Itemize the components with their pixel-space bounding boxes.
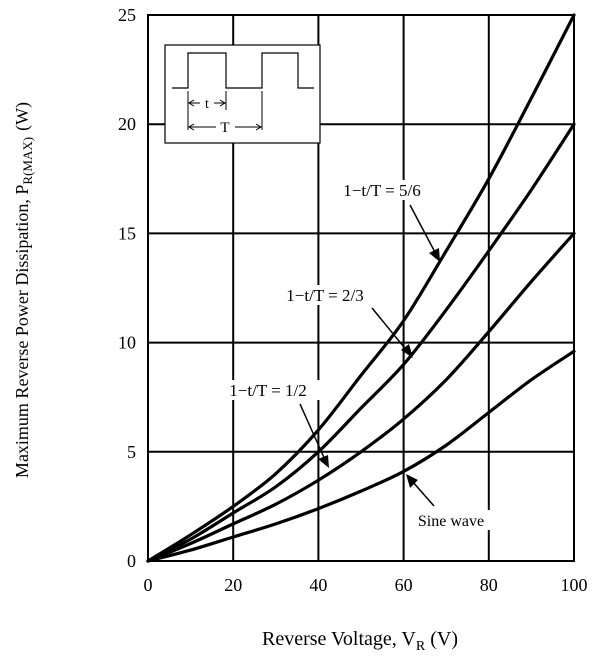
- plot-frame: [147, 14, 575, 562]
- x-tick-labels: 0 20 40 60 80 100: [144, 575, 588, 595]
- x-tick-label: 40: [309, 575, 327, 595]
- y-tick-labels: 0 5 10 15 20 25: [118, 5, 136, 571]
- x-tick-label: 0: [144, 575, 153, 595]
- arrow-5-6: [409, 204, 438, 257]
- series-line-1: [146, 122, 576, 563]
- annotation-1-2: 1−t/T = 1/2: [229, 381, 306, 400]
- series-line-3: [146, 349, 576, 563]
- y-tick-label: 10: [118, 333, 136, 353]
- series-curves: [146, 13, 576, 563]
- label-backdrop: [410, 510, 492, 530]
- series-line-0: [146, 13, 576, 563]
- label-backdrop: [328, 180, 436, 200]
- x-tick-label: 80: [480, 575, 498, 595]
- arrowhead-1-2: [318, 455, 329, 468]
- square-wave: [172, 52, 314, 89]
- arrow-2-3: [371, 307, 409, 353]
- annotation-sine-wave: Sine wave: [418, 513, 484, 530]
- label-backdrop: [272, 285, 378, 305]
- y-tick-label: 15: [118, 223, 136, 243]
- label-backdrop: [216, 380, 320, 400]
- arrowhead-5-6: [429, 248, 440, 262]
- arrowhead: [188, 123, 195, 131]
- x-tick-label: 20: [224, 575, 242, 595]
- inset-t-label: t: [205, 97, 209, 112]
- arrowhead: [188, 99, 195, 107]
- y-axis-label: Maximum Reverse Power Dissipation, PR(MA…: [12, 102, 35, 478]
- arrowhead-sine: [406, 474, 418, 488]
- series-line-2: [146, 231, 576, 563]
- arrowhead-2-3: [401, 344, 413, 358]
- y-tick-label: 20: [118, 114, 136, 134]
- y-tick-label: 25: [118, 5, 136, 25]
- arrowhead: [219, 99, 226, 107]
- series-annotations: 1−t/T = 5/6 1−t/T = 2/3 1−t/T = 1/2 Sine…: [216, 180, 492, 530]
- annotation-5-6: 1−t/T = 5/6: [343, 181, 420, 200]
- arrowhead: [255, 123, 262, 131]
- inset-T-label: T: [220, 120, 229, 136]
- arrow-1-2: [299, 403, 327, 463]
- x-tick-label: 60: [395, 575, 413, 595]
- x-axis-label: Reverse Voltage, VR (V): [262, 628, 458, 654]
- y-tick-label: 0: [127, 551, 136, 571]
- arrow-sine: [411, 480, 435, 507]
- y-tick-label: 5: [127, 442, 136, 462]
- waveform-inset: t T: [164, 44, 321, 144]
- annotation-2-3: 1−t/T = 2/3: [286, 286, 363, 305]
- x-tick-label: 100: [561, 575, 588, 595]
